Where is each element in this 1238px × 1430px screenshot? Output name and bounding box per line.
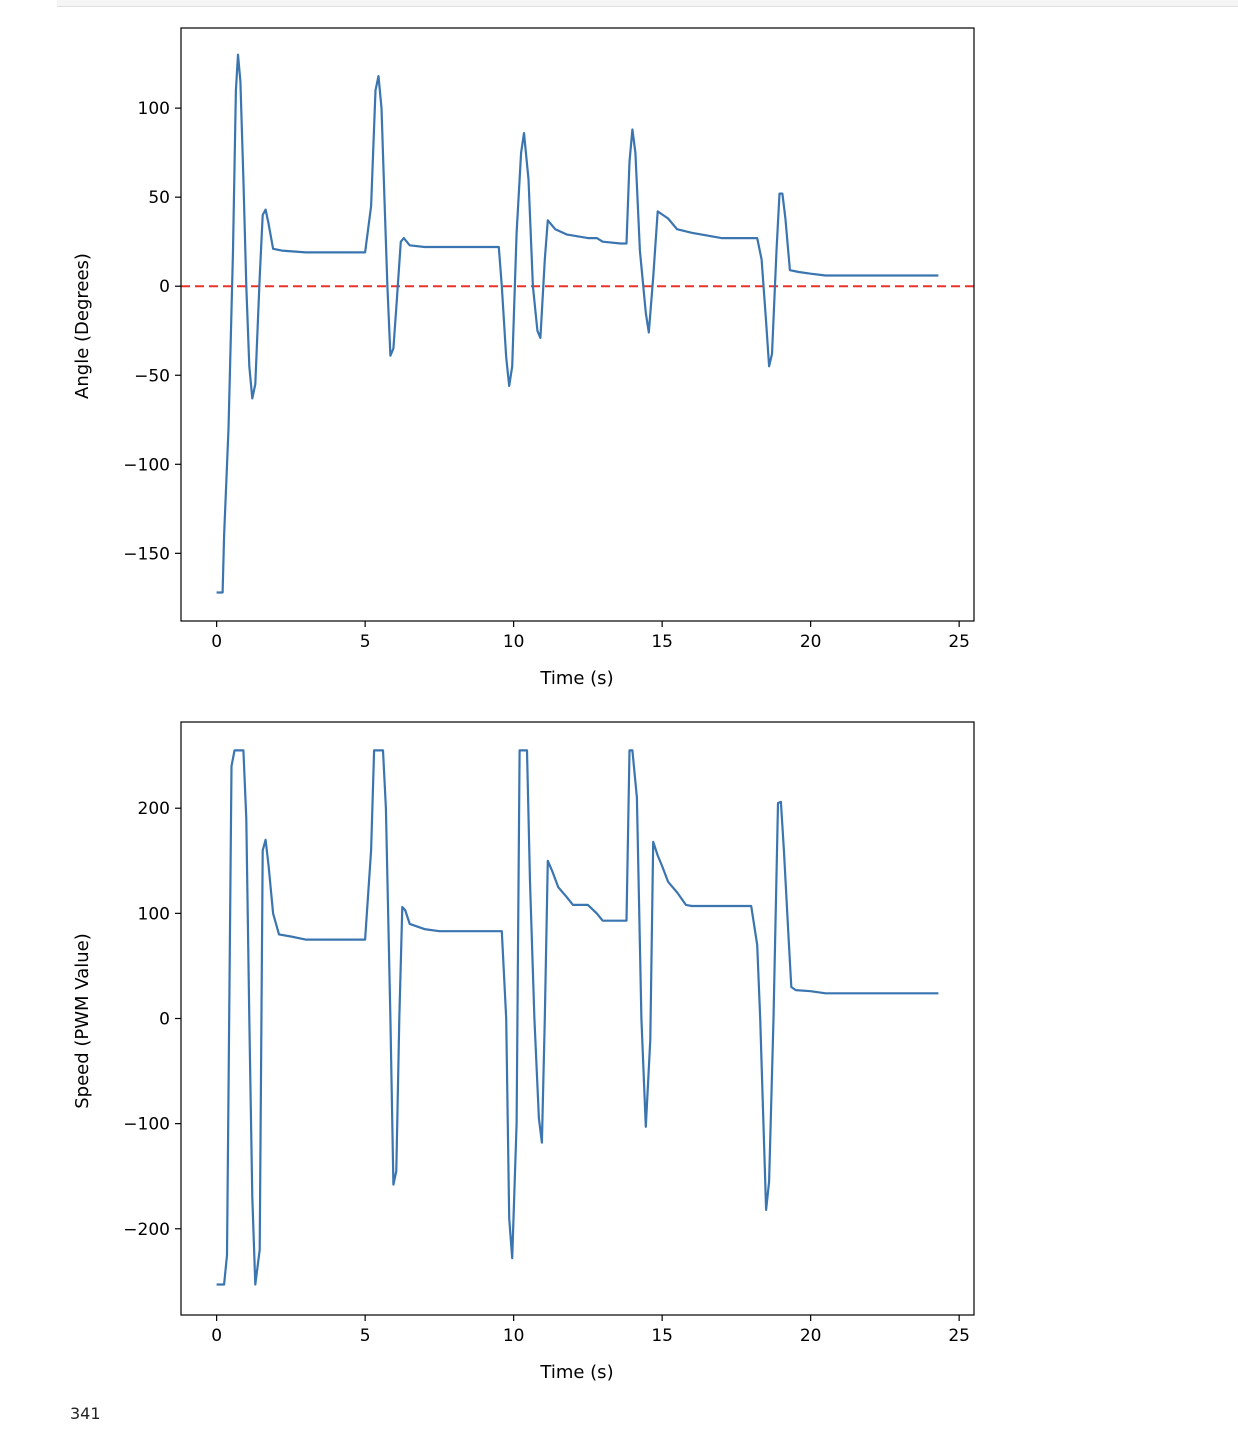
cell-output-text: 341 — [70, 1404, 101, 1423]
speed-chart-ticks: 0 5 10 15 20 25 −200 −100 0 100 200 — [123, 799, 970, 1346]
angle-chart-axes-frame — [180, 27, 975, 622]
angle-chart-x-tick-label: 0 — [211, 632, 222, 652]
speed-chart-x-tick-label: 10 — [503, 1326, 525, 1346]
angle-chart-y-axis-label: Angle (Degrees) — [72, 253, 93, 399]
speed-chart-y-axis-label: Speed (PWM Value) — [72, 933, 93, 1109]
angle-chart-plot-area — [181, 53, 974, 594]
angle-chart-x-tick-label: 20 — [800, 632, 822, 652]
speed-chart-plot-area — [216, 749, 939, 1286]
speed-chart-x-tick-label: 5 — [360, 1326, 371, 1346]
speed-chart: 0 5 10 15 20 25 −200 −100 0 100 200 Time (s) Speed… — [72, 721, 975, 1383]
angle-chart-series-line — [216, 53, 939, 594]
speed-chart-y-tick-label: −200 — [123, 1220, 170, 1240]
angle-chart-x-tick-label: 5 — [360, 632, 371, 652]
angle-chart-x-tick-label: 10 — [503, 632, 525, 652]
angle-chart-y-tick-label: 100 — [138, 99, 170, 119]
angle-chart-y-tick-label: −100 — [123, 455, 170, 475]
speed-chart-y-tick-label: 100 — [138, 904, 170, 924]
speed-chart-x-axis-label: Time (s) — [539, 1362, 613, 1383]
angle-chart-y-tick-label: −50 — [134, 366, 170, 386]
angle-chart-x-tick-label: 25 — [948, 632, 970, 652]
angle-chart-x-axis-label: Time (s) — [539, 668, 613, 689]
angle-chart-y-tick-label: −150 — [123, 544, 170, 564]
angle-chart-y-tick-label: 0 — [159, 277, 170, 297]
speed-chart-x-tick-label: 0 — [211, 1326, 222, 1346]
speed-chart-x-tick-label: 15 — [651, 1326, 673, 1346]
speed-chart-y-tick-label: −100 — [123, 1115, 170, 1135]
angle-chart-y-tick-label: 50 — [148, 188, 170, 208]
speed-chart-series-line — [216, 749, 939, 1286]
speed-chart-x-tick-label: 20 — [800, 1326, 822, 1346]
angle-chart: 0 5 10 15 20 25 −150 −100 −50 0 50 100 Time (s) Ang… — [72, 27, 975, 689]
speed-chart-y-tick-label: 0 — [159, 1010, 170, 1030]
angle-chart-ticks: 0 5 10 15 20 25 −150 −100 −50 0 50 100 — [123, 99, 970, 652]
speed-chart-axes-frame — [180, 721, 975, 1316]
angle-chart-x-tick-label: 15 — [651, 632, 673, 652]
cell-top-strip — [57, 0, 1238, 7]
speed-chart-y-tick-label: 200 — [138, 799, 170, 819]
speed-chart-x-tick-label: 25 — [948, 1326, 970, 1346]
